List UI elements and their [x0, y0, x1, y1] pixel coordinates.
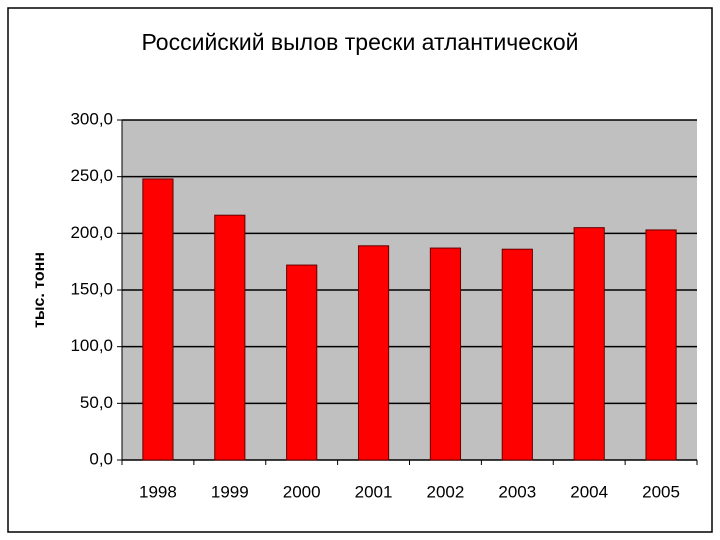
chart-title: Российский вылов трески атлантической — [141, 29, 578, 55]
x-tick-label: 2002 — [427, 482, 465, 501]
x-tick-label: 2004 — [570, 482, 608, 501]
bar — [286, 264, 318, 461]
y-tick-label: 0,0 — [89, 449, 113, 468]
bar — [214, 214, 246, 461]
bar — [142, 178, 174, 461]
x-tick-label: 1999 — [211, 482, 249, 501]
y-tick-label: 200,0 — [70, 223, 113, 242]
x-tick-label: 2005 — [642, 482, 680, 501]
bar — [501, 248, 533, 461]
x-tick-label: 2001 — [355, 482, 393, 501]
x-tick-label: 2003 — [498, 482, 536, 501]
x-tick-label: 1998 — [139, 482, 177, 501]
y-tick-label: 150,0 — [70, 279, 113, 298]
bar — [429, 247, 462, 461]
bar — [357, 245, 390, 461]
y-tick-label: 100,0 — [70, 336, 113, 355]
y-tick-label: 300,0 — [70, 109, 113, 128]
bar — [645, 229, 677, 461]
bar — [573, 227, 605, 461]
y-axis-title: тыс. тонн — [31, 252, 48, 328]
y-tick-label: 250,0 — [70, 166, 113, 185]
x-tick-label: 2000 — [283, 482, 321, 501]
y-tick-label: 50,0 — [80, 393, 113, 412]
